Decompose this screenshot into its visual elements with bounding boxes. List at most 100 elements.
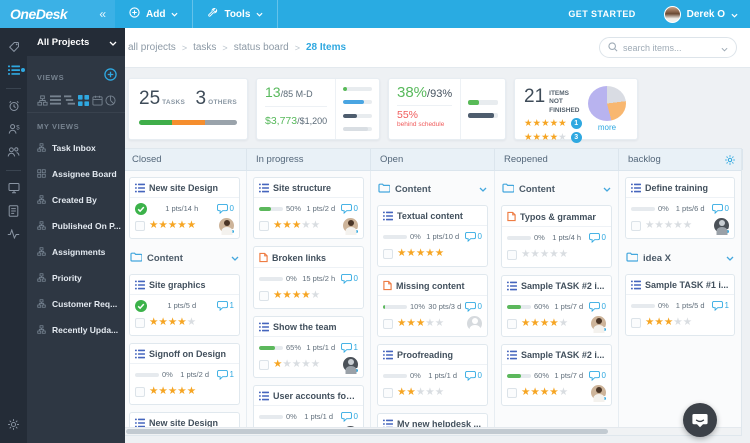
chevron-down-icon[interactable] <box>479 187 487 192</box>
card-star-rating[interactable]: ★★★★★ <box>273 219 321 232</box>
chevron-down-icon[interactable] <box>603 187 611 192</box>
comments-indicator[interactable]: 1 <box>216 369 234 380</box>
search-box[interactable] <box>599 37 737 58</box>
sidebar-item-assignee-board[interactable]: Assignee Board <box>27 161 125 187</box>
sidebar-item-published-on-p[interactable]: Published On P... <box>27 213 125 239</box>
task-card[interactable]: Show the team 65% 1 pts/1 d 1 ★★★★★ <box>253 316 364 378</box>
task-card[interactable]: New site Design 1 pts/14 h 0 ★★★★★ <box>129 177 240 239</box>
chevron-down-icon[interactable] <box>726 256 734 261</box>
sidebar-item-assignments[interactable]: Assignments <box>27 239 125 265</box>
card-checkbox[interactable] <box>259 359 269 370</box>
card-star-rating[interactable]: ★★★★★ <box>273 358 321 371</box>
chat-launcher-button[interactable] <box>683 403 717 437</box>
task-card[interactable]: Sample TASK #2 i... 60% 1 pts/7 d 0 ★★★★★ <box>501 275 612 337</box>
card-checkbox[interactable] <box>383 318 393 329</box>
more-link[interactable]: more <box>597 123 617 132</box>
task-card[interactable]: User accounts for ...0%1 pts/1 d0★★★★★ <box>253 385 364 427</box>
comments-indicator[interactable]: 0 <box>464 301 482 312</box>
add-menu[interactable]: Add <box>115 0 194 28</box>
task-card[interactable]: Signoff on Design 0% 1 pts/2 d 1 ★★★★★ <box>129 343 240 405</box>
comments-indicator[interactable]: 0 <box>588 370 606 381</box>
breadcrumb-item[interactable]: tasks <box>193 42 217 53</box>
task-card[interactable]: Define training 0% 1 pts/6 d 0 ★★★★★ <box>625 177 735 239</box>
view-gantt-icon[interactable] <box>64 94 76 106</box>
comments-indicator[interactable]: 1 <box>711 300 729 311</box>
chevron-down-icon[interactable] <box>721 39 728 57</box>
card-checkbox[interactable] <box>135 317 145 328</box>
comments-indicator[interactable]: 0 <box>464 231 482 242</box>
group-row[interactable]: Content <box>129 246 240 274</box>
card-checkbox[interactable] <box>631 220 641 231</box>
forms-icon[interactable] <box>0 200 27 222</box>
tools-menu[interactable]: Tools <box>193 0 279 28</box>
card-star-rating[interactable]: ★★★★★ <box>149 219 197 232</box>
group-row[interactable]: Content <box>501 177 612 205</box>
sidebar-item-priority[interactable]: Priority <box>27 265 125 291</box>
view-calendar-icon[interactable] <box>91 94 103 106</box>
view-dashboard-icon[interactable] <box>105 94 117 106</box>
task-card[interactable]: Site structure 50% 1 pts/2 d 0 ★★★★★ <box>253 177 364 239</box>
card-star-rating[interactable]: ★★★★★ <box>645 219 693 232</box>
view-tree-icon[interactable] <box>36 94 48 106</box>
progress-summary-card[interactable]: 38%/93% 55% behind schedule <box>388 78 506 140</box>
comments-indicator[interactable]: 0 <box>464 370 482 381</box>
board-settings-gear-icon[interactable] <box>724 153 736 171</box>
user-menu[interactable]: Derek O <box>652 0 750 28</box>
card-star-rating[interactable]: ★★★★★ <box>521 386 569 399</box>
task-card[interactable]: Missing content 10% 30 pts/3 d 0 ★★★★★ <box>377 274 488 337</box>
comments-indicator[interactable]: 0 <box>216 203 234 214</box>
task-card[interactable]: Broken links 0% 15 pts/2 h 0 ★★★★★ <box>253 246 364 309</box>
analytics-icon[interactable] <box>0 223 27 245</box>
task-card[interactable]: Proofreading 0% 1 pts/1 d 0 ★★★★★ <box>377 344 488 406</box>
card-checkbox[interactable] <box>507 249 517 260</box>
timesheet-icon[interactable] <box>0 95 27 117</box>
messenger-icon[interactable] <box>0 177 27 199</box>
task-card[interactable]: Textual content 0% 1 pts/10 d 0 ★★★★★ <box>377 205 488 267</box>
view-board-icon[interactable] <box>77 94 89 106</box>
card-star-rating[interactable]: ★★★★★ <box>397 247 445 260</box>
card-star-rating[interactable]: ★★★★★ <box>273 289 321 302</box>
add-view-button[interactable] <box>104 68 117 86</box>
comments-indicator[interactable]: 0 <box>340 203 358 214</box>
breadcrumb-item[interactable]: status board <box>233 42 289 53</box>
sidebar-item-recently-upda[interactable]: Recently Upda... <box>27 317 125 343</box>
settings-gear-icon[interactable] <box>0 413 27 435</box>
sidebar-item-task-inbox[interactable]: Task Inbox <box>27 135 125 161</box>
collapse-sidebar-icon[interactable]: « <box>99 7 106 21</box>
tasks-summary-card[interactable]: 25 TASKS 3 OTHERS <box>128 78 248 140</box>
tickets-icon[interactable] <box>0 36 27 58</box>
customers-icon[interactable]: $ <box>0 118 27 140</box>
comments-indicator[interactable]: 1 <box>216 300 234 311</box>
card-checkbox[interactable] <box>259 290 269 301</box>
card-star-rating[interactable]: ★★★★★ <box>397 386 445 399</box>
project-selector[interactable]: All Projects <box>27 28 125 56</box>
sidebar-item-created-by[interactable]: Created By <box>27 187 125 213</box>
users-icon[interactable] <box>0 141 27 163</box>
breadcrumb-item[interactable]: all projects <box>128 42 176 53</box>
card-checkbox[interactable] <box>383 248 393 259</box>
card-star-rating[interactable]: ★★★★★ <box>397 317 445 330</box>
group-row[interactable]: Content <box>377 177 488 205</box>
comments-indicator[interactable]: 0 <box>588 301 606 312</box>
task-card[interactable]: Site graphics 1 pts/5 d 1 ★★★★★ <box>129 274 240 336</box>
chevron-down-icon[interactable] <box>231 256 239 261</box>
task-card[interactable]: My new helpdesk ...0 pts/1 d1★★★★★ <box>377 413 488 427</box>
card-checkbox[interactable] <box>259 220 269 231</box>
scrollbar-thumb[interactable] <box>126 429 609 434</box>
items-summary-card[interactable]: 21 ITEMS NOT FINISHED ★★★★★ 1 ★★★★★ 3 more <box>514 78 638 144</box>
card-checkbox[interactable] <box>507 387 517 398</box>
sidebar-item-customer-req[interactable]: Customer Req... <box>27 291 125 317</box>
task-card[interactable]: Sample TASK #2 i... 60% 1 pts/7 d 0 ★★★★★ <box>501 344 612 406</box>
view-list-icon[interactable] <box>50 94 62 106</box>
search-input[interactable] <box>623 42 716 53</box>
card-star-rating[interactable]: ★★★★★ <box>149 385 197 398</box>
effort-summary-card[interactable]: 13/85 M-D $3,773/$1,200 <box>256 78 380 140</box>
comments-indicator[interactable]: 0 <box>588 232 606 243</box>
task-card[interactable]: Sample TASK #1 i... 0% 1 pts/5 d 1 ★★★★★ <box>625 274 735 336</box>
task-card[interactable]: Typos & grammar 0% 1 pts/4 h 0 ★★★★★ <box>501 205 612 268</box>
comments-indicator[interactable]: 0 <box>711 203 729 214</box>
card-star-rating[interactable]: ★★★★★ <box>149 316 197 329</box>
card-star-rating[interactable]: ★★★★★ <box>645 316 693 329</box>
card-checkbox[interactable] <box>383 387 393 398</box>
